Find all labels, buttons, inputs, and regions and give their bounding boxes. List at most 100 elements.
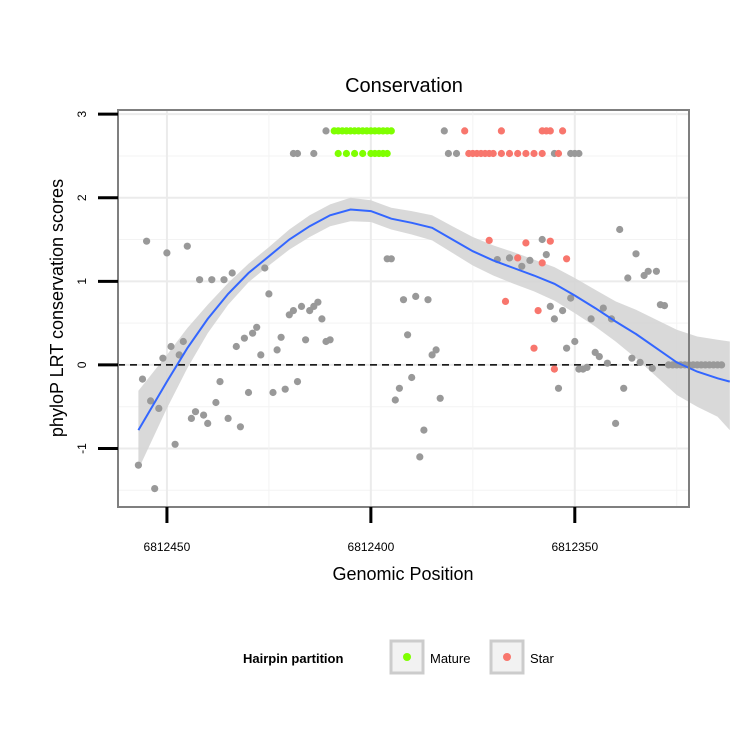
point-star-6 xyxy=(489,149,497,158)
point-other-16 xyxy=(200,411,208,419)
y-tick-label-2: 1 xyxy=(75,278,89,285)
point-other-67 xyxy=(444,149,452,158)
point-star-24 xyxy=(530,344,538,352)
point-other-33 xyxy=(269,388,277,397)
point-other-81 xyxy=(554,384,563,392)
point-star-9 xyxy=(514,149,522,158)
point-other-13 xyxy=(187,414,195,422)
point-other-85 xyxy=(571,337,579,346)
point-other-100 xyxy=(632,250,640,258)
point-other-76 xyxy=(526,256,534,264)
point-other-20 xyxy=(216,378,224,386)
point-other-31 xyxy=(261,264,269,272)
point-other-92 xyxy=(599,304,607,312)
point-other-4 xyxy=(151,485,159,493)
legend: Hairpin partition Mature Star xyxy=(243,639,555,675)
point-star-23 xyxy=(522,239,530,247)
point-other-64 xyxy=(432,346,440,354)
y-tick-label-1: 0 xyxy=(75,361,89,368)
point-other-11 xyxy=(179,337,187,346)
point-other-98 xyxy=(624,274,632,282)
point-other-66 xyxy=(440,127,448,135)
point-other-0 xyxy=(134,461,142,469)
point-other-34 xyxy=(273,346,281,354)
legend-title: Hairpin partition xyxy=(243,651,343,666)
point-other-32 xyxy=(265,290,273,298)
point-other-14 xyxy=(191,408,200,416)
point-other-21 xyxy=(220,276,228,284)
legend-label-star: Star xyxy=(530,651,555,666)
point-other-60 xyxy=(416,453,424,461)
point-other-15 xyxy=(196,276,204,284)
point-other-97 xyxy=(620,384,628,392)
x-tick-label-0: 6812450 xyxy=(144,540,191,554)
point-star-25 xyxy=(534,307,542,315)
point-mature-15 xyxy=(334,149,342,158)
y-tick-label-0: -1 xyxy=(75,443,89,454)
point-other-9 xyxy=(171,440,179,448)
x-tick-label-2: 6812350 xyxy=(551,540,598,554)
point-other-7 xyxy=(163,249,171,257)
point-other-55 xyxy=(395,384,403,392)
point-other-54 xyxy=(391,396,399,404)
point-other-80 xyxy=(550,315,559,323)
point-other-82 xyxy=(559,307,567,315)
point-other-8 xyxy=(167,342,175,351)
point-star-19 xyxy=(559,127,567,135)
point-other-40 xyxy=(297,302,306,310)
x-axis-title: Genomic Position xyxy=(332,564,473,584)
point-other-36 xyxy=(281,385,289,393)
point-other-45 xyxy=(318,315,326,323)
legend-swatch-mature xyxy=(403,653,411,661)
point-other-35 xyxy=(277,333,285,341)
point-other-29 xyxy=(253,323,261,331)
point-star-13 xyxy=(554,149,563,158)
point-other-44 xyxy=(314,298,322,306)
point-other-68 xyxy=(452,149,461,158)
point-other-62 xyxy=(424,296,432,304)
point-other-79 xyxy=(546,302,554,310)
point-star-20 xyxy=(485,236,493,244)
point-other-17 xyxy=(204,419,212,427)
point-other-50 xyxy=(310,149,318,158)
smooth-line-layer xyxy=(137,208,731,431)
point-other-6 xyxy=(159,354,167,362)
point-other-12 xyxy=(183,242,191,250)
point-mature-23 xyxy=(383,149,391,158)
point-star-8 xyxy=(505,149,514,158)
point-other-41 xyxy=(302,336,310,344)
point-other-39 xyxy=(293,378,302,386)
point-other-91 xyxy=(595,353,603,361)
axes: -1 0 1 2 3 6812450 6812400 6812350 xyxy=(75,111,598,554)
point-other-93 xyxy=(603,359,612,367)
y-axis-title: phyloP LRT conservation scores xyxy=(47,179,67,437)
confidence-band xyxy=(138,197,730,470)
point-other-2 xyxy=(143,237,151,245)
point-other-58 xyxy=(408,373,416,382)
point-other-96 xyxy=(616,225,624,234)
points-layer xyxy=(134,127,726,493)
point-other-78 xyxy=(542,251,550,259)
point-mature-16 xyxy=(342,149,350,158)
point-other-47 xyxy=(326,336,334,344)
point-star-29 xyxy=(563,255,571,263)
point-other-56 xyxy=(399,296,408,304)
point-star-18 xyxy=(546,127,554,135)
point-star-10 xyxy=(522,149,530,158)
point-other-99 xyxy=(628,354,636,362)
point-other-27 xyxy=(244,388,253,397)
point-other-25 xyxy=(236,423,244,431)
point-other-38 xyxy=(289,307,297,315)
point-other-23 xyxy=(228,269,236,277)
chart-title: Conservation xyxy=(345,75,463,97)
point-other-61 xyxy=(420,426,428,434)
point-other-30 xyxy=(257,351,265,359)
legend-label-mature: Mature xyxy=(430,651,470,666)
point-other-95 xyxy=(612,419,620,427)
point-other-89 xyxy=(587,315,595,323)
point-mature-17 xyxy=(351,149,359,158)
point-other-26 xyxy=(240,334,248,342)
point-other-88 xyxy=(583,363,591,371)
